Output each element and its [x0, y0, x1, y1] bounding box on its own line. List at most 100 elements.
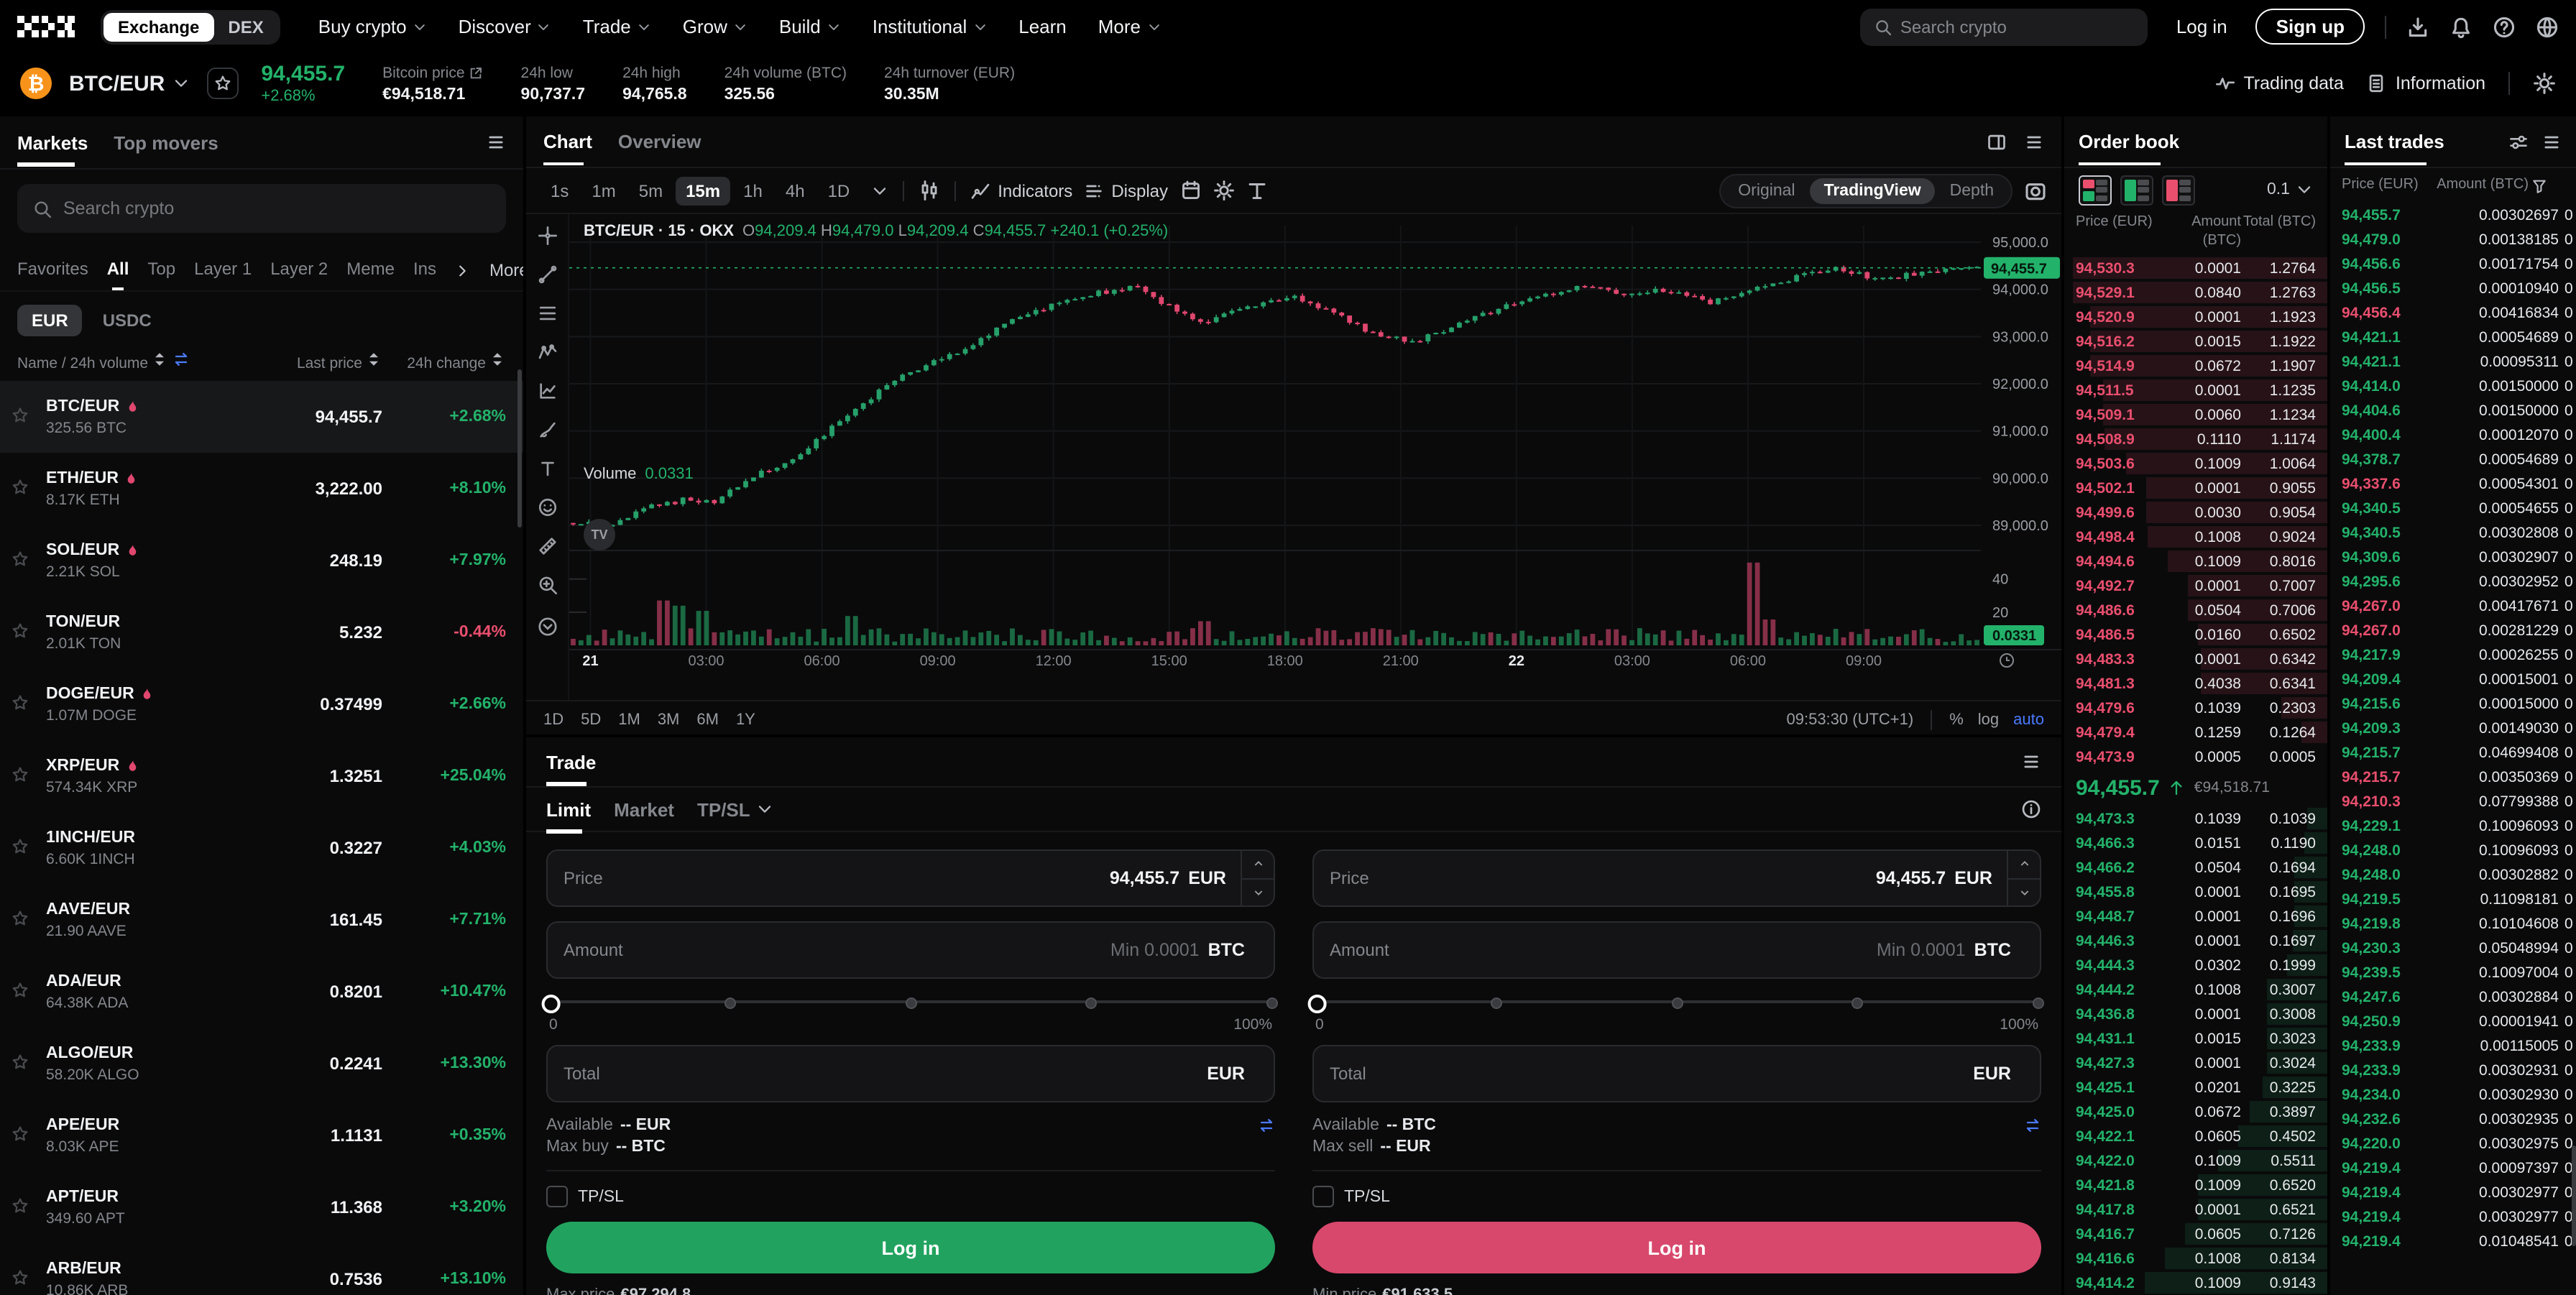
tpsl-checkbox-row-sell[interactable]: TP/SL [1312, 1186, 2041, 1207]
timeframe-5m[interactable]: 5m [638, 180, 663, 201]
tradingview-logo[interactable]: TV [584, 519, 615, 550]
market-search-input[interactable]: Search crypto [17, 184, 506, 233]
fib-retracement-icon[interactable] [537, 303, 557, 323]
order-book-ask-row[interactable]: 94,508.9 0.1110 1.1174 [2064, 427, 2327, 451]
last-trade-row[interactable]: 94,414.0 0.00150000 0 [2330, 374, 2576, 399]
order-book-bid-row[interactable]: 94,416.6 0.1008 0.8134 [2064, 1246, 2327, 1271]
trade-filter-sliders-icon[interactable] [2508, 132, 2529, 152]
last-trade-row[interactable]: 94,215.6 0.00015000 0 [2330, 692, 2576, 716]
price-field-sell[interactable]: Price 94,455.7 EUR [1312, 849, 2041, 907]
tab-top-movers[interactable]: Top movers [114, 132, 218, 153]
view-tradingview[interactable]: TradingView [1809, 178, 1936, 203]
slider-stop[interactable] [724, 997, 736, 1009]
tab-markets[interactable]: Markets [17, 119, 88, 166]
last-trade-row[interactable]: 94,337.6 0.00054301 0 [2330, 472, 2576, 497]
market-row-ada-eur[interactable]: ADA/EUR 64.38K ADA 0.8201 +10.47% [0, 956, 523, 1028]
order-book-ask-row[interactable]: 94,494.6 0.1009 0.8016 [2064, 549, 2327, 573]
range-1y[interactable]: 1Y [735, 711, 755, 728]
slider-stop[interactable] [1266, 997, 1278, 1009]
candlestick-chart[interactable]: BTC/EUR · 15 · OKX O94,209.4 H94,479.0 L9… [569, 214, 2061, 700]
filter-favorites[interactable]: Favorites [17, 259, 88, 279]
favorite-star-button[interactable] [206, 68, 239, 99]
slider-stop[interactable] [1671, 997, 1683, 1009]
order-book-bid-row[interactable]: 94,473.3 0.1039 0.1039 [2064, 806, 2327, 831]
order-book-ask-row[interactable]: 94,492.7 0.0001 0.7007 [2064, 573, 2327, 598]
last-trade-row[interactable]: 94,239.5 0.10097004 0 [2330, 961, 2576, 985]
order-book-bid-row[interactable]: 94,455.8 0.0001 0.1695 [2064, 880, 2327, 904]
last-trade-row[interactable]: 94,309.6 0.00302907 0 [2330, 545, 2576, 570]
amount-field-sell[interactable]: Amount Min 0.0001 BTC [1312, 921, 2041, 979]
last-trade-row[interactable]: 94,210.3 0.07799388 0 [2330, 790, 2576, 814]
scale-log-button[interactable]: log [1977, 711, 2000, 728]
market-row-btc-eur[interactable]: BTC/EUR 325.56 BTC 94,455.7 +2.68% [0, 381, 523, 453]
tab-limit[interactable]: Limit [546, 785, 591, 833]
tpsl-checkbox-row-buy[interactable]: TP/SL [546, 1186, 1275, 1207]
order-info-icon[interactable] [2021, 799, 2041, 819]
filter-more-dropdown[interactable]: More [489, 260, 523, 280]
last-trade-row[interactable]: 94,233.9 0.00302931 0 [2330, 1059, 2576, 1083]
tpsl-checkbox[interactable] [1312, 1186, 1334, 1207]
last-trade-row[interactable]: 94,234.0 0.00302930 0 [2330, 1083, 2576, 1107]
last-trade-row[interactable]: 94,404.6 0.00150000 0 [2330, 399, 2576, 423]
nav-item-institutional[interactable]: Institutional [873, 16, 988, 37]
last-trade-row[interactable]: 94,456.6 0.00171754 0 [2330, 252, 2576, 277]
last-trade-row[interactable]: 94,220.0 0.00302975 0 [2330, 1132, 2576, 1156]
quote-eur-button[interactable]: EUR [17, 305, 83, 336]
last-trade-row[interactable]: 94,248.0 0.00302882 0 [2330, 863, 2576, 888]
last-trade-row[interactable]: 94,230.3 0.05048994 0 [2330, 936, 2576, 961]
nav-item-build[interactable]: Build [779, 16, 841, 37]
view-original[interactable]: Original [1738, 182, 1795, 199]
nav-item-more[interactable]: More [1098, 16, 1161, 37]
quote-usdc-button[interactable]: USDC [102, 310, 152, 331]
slider-stop[interactable] [2033, 997, 2044, 1009]
order-book-ask-row[interactable]: 94,502.1 0.0001 0.9055 [2064, 476, 2327, 500]
tools-expand-chevron-icon[interactable] [537, 617, 557, 637]
price-stepper-sell[interactable] [2007, 851, 2040, 905]
market-row-doge-eur[interactable]: DOGE/EUR 1.07M DOGE 0.37499 +2.66% [0, 668, 523, 740]
last-trade-row[interactable]: 94,215.7 0.04699408 0 [2330, 741, 2576, 765]
last-trades-scrollbar[interactable] [2572, 1146, 2576, 1246]
indicators-button[interactable]: Indicators [970, 180, 1072, 201]
nav-item-grow[interactable]: Grow [683, 16, 748, 37]
filter-meme[interactable]: Meme [346, 259, 395, 279]
amount-field-buy[interactable]: Amount Min 0.0001 BTC [546, 921, 1275, 979]
order-book-ask-row[interactable]: 94,479.4 0.1259 0.1264 [2064, 720, 2327, 745]
nav-search-input[interactable]: Search crypto [1859, 8, 2148, 45]
events-calendar-icon[interactable] [1179, 180, 1201, 201]
order-book-ask-row[interactable]: 94,511.5 0.0001 1.1235 [2064, 378, 2327, 402]
last-trade-row[interactable]: 94,209.4 0.00015001 0 [2330, 668, 2576, 692]
last-trade-row[interactable]: 94,479.0 0.00138185 0 [2330, 228, 2576, 252]
tab-order-book[interactable]: Order book [2079, 118, 2179, 165]
last-trade-row[interactable]: 94,456.5 0.00010940 0 [2330, 277, 2576, 301]
order-book-bid-row[interactable]: 94,422.0 0.1009 0.5511 [2064, 1148, 2327, 1173]
buy-login-button[interactable]: Log in [546, 1222, 1275, 1273]
information-link[interactable]: Information [2367, 73, 2485, 93]
nav-item-buy-crypto[interactable]: Buy crypto [318, 16, 427, 37]
col-last-price[interactable]: Last price [244, 351, 382, 372]
settings-gear-icon[interactable] [2533, 72, 2556, 95]
timeframe-1s[interactable]: 1s [551, 180, 569, 201]
range-5d[interactable]: 5D [581, 711, 602, 728]
chevron-down-icon[interactable] [871, 182, 888, 199]
chart-clock[interactable]: 09:53:30 (UTC+1) [1786, 711, 1914, 728]
order-book-ask-row[interactable]: 94,479.6 0.1039 0.2303 [2064, 696, 2327, 720]
scale-auto-button[interactable]: auto [2013, 711, 2044, 728]
order-book-ask-row[interactable]: 94,509.1 0.0060 1.1234 [2064, 402, 2327, 427]
order-book-bid-row[interactable]: 94,436.8 0.0001 0.3008 [2064, 1002, 2327, 1026]
brush-icon[interactable] [537, 420, 557, 440]
last-trade-row[interactable]: 94,421.1 0.00095311 0 [2330, 350, 2576, 374]
last-trade-row[interactable]: 94,456.4 0.00416834 0 [2330, 301, 2576, 326]
tab-tpsl[interactable]: TP/SL [697, 785, 773, 833]
sidebar-scrollbar[interactable] [518, 369, 522, 527]
order-book-ask-row[interactable]: 94,486.6 0.0504 0.7006 [2064, 598, 2327, 622]
last-trade-row[interactable]: 94,250.9 0.00001941 0 [2330, 1010, 2576, 1034]
view-depth[interactable]: Depth [1949, 182, 1994, 199]
nav-item-learn[interactable]: Learn [1018, 16, 1067, 37]
tab-market[interactable]: Market [614, 798, 674, 820]
market-row-aave-eur[interactable]: AAVE/EUR 21.90 AAVE 161.45 +7.71% [0, 884, 523, 956]
download-app-icon[interactable] [2406, 15, 2429, 38]
timeframe-15m[interactable]: 15m [676, 176, 731, 205]
col-24h-change[interactable]: 24h change [382, 351, 506, 372]
market-row-1inch-eur[interactable]: 1INCH/EUR 6.60K 1INCH 0.3227 +4.03% [0, 812, 523, 884]
order-book-bid-row[interactable]: 94,466.3 0.0151 0.1190 [2064, 831, 2327, 855]
